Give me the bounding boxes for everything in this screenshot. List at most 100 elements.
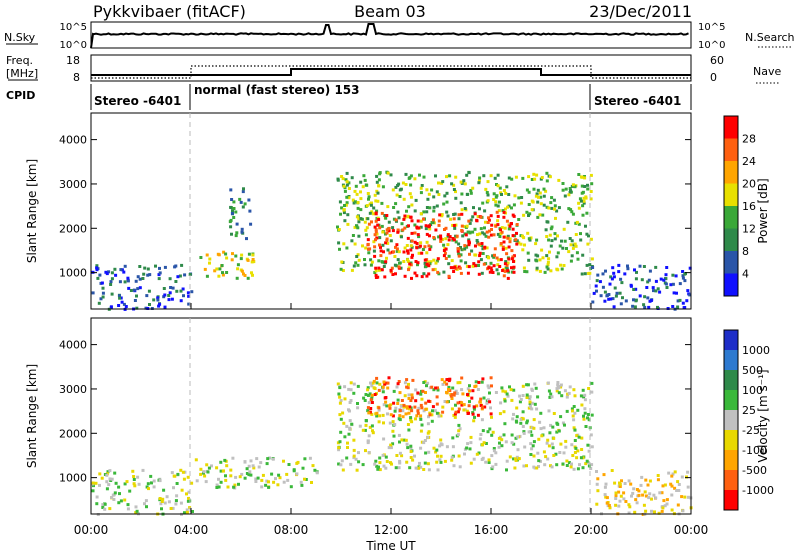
echo-cell bbox=[341, 269, 345, 272]
echo-cell bbox=[547, 238, 551, 242]
beam-title: Beam 03 bbox=[354, 2, 426, 21]
echo-cell bbox=[425, 206, 429, 209]
echo-cell bbox=[159, 502, 163, 506]
echo-cell bbox=[363, 220, 367, 224]
echo-cell bbox=[373, 393, 377, 396]
echo-cell bbox=[674, 274, 678, 278]
echo-cell bbox=[259, 461, 263, 465]
echo-cell bbox=[384, 400, 388, 404]
echo-cell bbox=[471, 264, 475, 268]
echo-cell bbox=[219, 469, 223, 473]
echo-cell bbox=[494, 462, 498, 466]
echo-cell bbox=[510, 249, 514, 253]
echo-cell bbox=[374, 199, 378, 203]
echo-cell bbox=[505, 468, 508, 472]
x-tick-label: 04:00 bbox=[174, 523, 209, 537]
echo-cell bbox=[477, 181, 481, 185]
echo-cell bbox=[586, 416, 589, 420]
echo-cell bbox=[345, 180, 349, 184]
echo-cell bbox=[495, 256, 499, 260]
echo-cell bbox=[378, 461, 382, 465]
echo-cell bbox=[423, 245, 427, 249]
echo-cell bbox=[647, 278, 651, 282]
echo-cell bbox=[241, 205, 245, 209]
echo-cell bbox=[358, 424, 362, 428]
echo-cell bbox=[368, 247, 372, 251]
echo-cell bbox=[468, 252, 471, 256]
echo-cell bbox=[410, 396, 414, 400]
echo-cell bbox=[339, 399, 343, 402]
echo-cell bbox=[391, 442, 395, 446]
echo-cell bbox=[507, 193, 511, 196]
echo-cell bbox=[356, 402, 359, 405]
echo-cell bbox=[626, 264, 629, 268]
echo-cell bbox=[343, 397, 347, 401]
freq-tick-bottom: 8 bbox=[73, 71, 80, 84]
echo-cell bbox=[477, 242, 481, 246]
echo-cell bbox=[405, 460, 409, 464]
echo-cell bbox=[349, 388, 353, 392]
echo-cell bbox=[515, 415, 519, 419]
echo-cell bbox=[157, 273, 161, 277]
echo-cell bbox=[410, 409, 414, 413]
nsky-tick-top-right: 10^5 bbox=[698, 22, 725, 33]
echo-cell bbox=[445, 210, 449, 214]
echo-cell bbox=[579, 175, 583, 179]
echo-cell bbox=[654, 496, 658, 500]
echo-cell bbox=[487, 386, 491, 390]
echo-cell bbox=[417, 406, 421, 410]
echo-cell bbox=[596, 477, 600, 481]
echo-cell bbox=[437, 414, 441, 418]
echo-cell bbox=[519, 421, 523, 425]
echo-cell bbox=[132, 478, 136, 481]
echo-cell bbox=[343, 435, 347, 439]
echo-cell bbox=[343, 385, 347, 389]
echo-cell bbox=[441, 180, 445, 184]
echo-cell bbox=[463, 247, 467, 251]
echo-cell bbox=[359, 217, 363, 221]
echo-cell bbox=[677, 489, 681, 492]
echo-cell bbox=[239, 257, 243, 261]
echo-cell bbox=[336, 441, 340, 445]
echo-cell bbox=[456, 249, 460, 253]
echo-cell bbox=[558, 244, 562, 248]
echo-cell bbox=[339, 212, 342, 216]
echo-cell bbox=[113, 267, 117, 271]
echo-cell bbox=[386, 412, 389, 416]
echo-cell bbox=[637, 493, 641, 497]
echo-cell bbox=[454, 389, 458, 393]
colorbar-tick-label: 500 bbox=[742, 364, 763, 377]
echo-cell bbox=[457, 423, 461, 427]
echo-cell bbox=[681, 276, 685, 280]
echo-cell bbox=[243, 202, 247, 206]
echo-cell bbox=[208, 261, 211, 265]
echo-cell bbox=[517, 457, 521, 461]
echo-cell bbox=[544, 189, 548, 193]
echo-cell bbox=[590, 445, 594, 449]
echo-cell bbox=[577, 206, 581, 210]
echo-cell bbox=[586, 413, 590, 416]
echo-cell bbox=[486, 180, 490, 184]
echo-cell bbox=[161, 497, 165, 501]
echo-cell bbox=[392, 250, 395, 254]
nsky-label: N.Sky bbox=[4, 31, 36, 44]
echo-cell bbox=[463, 244, 467, 248]
echo-cell bbox=[568, 385, 572, 389]
echo-cell bbox=[530, 208, 534, 212]
echo-cell bbox=[183, 273, 187, 277]
echo-cell bbox=[137, 482, 141, 486]
echo-cell bbox=[217, 274, 221, 278]
echo-cell bbox=[582, 417, 586, 421]
echo-cell bbox=[451, 223, 455, 227]
echo-cell bbox=[156, 298, 160, 302]
echo-cell bbox=[544, 228, 548, 232]
echo-cell bbox=[406, 236, 410, 240]
echo-cell bbox=[596, 273, 600, 277]
colorbar-swatch bbox=[724, 206, 738, 229]
echo-cell bbox=[563, 389, 567, 393]
echo-cell bbox=[501, 247, 505, 251]
echo-cell bbox=[126, 279, 130, 283]
echo-cell bbox=[648, 492, 652, 496]
echo-cell bbox=[340, 260, 344, 264]
echo-cell bbox=[538, 191, 542, 195]
